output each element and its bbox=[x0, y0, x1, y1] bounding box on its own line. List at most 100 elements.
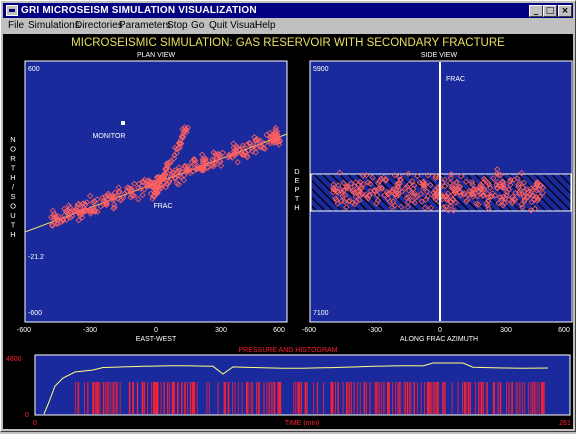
menu-simulations[interactable]: Simulations bbox=[28, 20, 80, 31]
microseism-event bbox=[356, 185, 363, 192]
microseism-event bbox=[363, 172, 370, 179]
microseism-event bbox=[458, 172, 465, 180]
microseism-event bbox=[385, 190, 393, 197]
microseism-event bbox=[409, 197, 416, 204]
microseism-event bbox=[127, 187, 134, 194]
microseism-event bbox=[166, 167, 173, 174]
plan-xtick-3: 300 bbox=[215, 327, 227, 334]
microseism-event bbox=[527, 185, 535, 192]
microseism-event bbox=[510, 195, 518, 203]
microseism-event bbox=[536, 181, 544, 189]
plan-view-title: PLAN VIEW bbox=[137, 52, 176, 59]
app-icon[interactable] bbox=[6, 5, 18, 16]
microseism-event bbox=[395, 190, 402, 197]
microseism-event bbox=[233, 144, 241, 151]
microseism-event bbox=[153, 174, 161, 181]
microseism-event bbox=[217, 162, 225, 169]
microseism-event bbox=[523, 186, 530, 193]
microseism-event bbox=[518, 201, 525, 208]
microseism-event bbox=[373, 191, 381, 199]
side-xtick-2: 0 bbox=[438, 327, 442, 334]
microseism-event bbox=[336, 169, 343, 176]
microseism-event bbox=[530, 192, 537, 200]
microseism-event bbox=[197, 164, 205, 171]
microseism-event bbox=[181, 172, 188, 179]
microseism-event bbox=[144, 178, 151, 185]
close-button[interactable]: × bbox=[558, 5, 572, 17]
menu-go[interactable]: Go bbox=[191, 20, 205, 31]
microseism-event bbox=[121, 190, 129, 197]
menu-quit-visual[interactable]: Quit Visual bbox=[209, 20, 258, 31]
menu-parameters[interactable]: Parameters bbox=[119, 20, 171, 31]
microseism-event bbox=[67, 208, 75, 216]
side-xtick-0: -600 bbox=[302, 327, 316, 334]
microseism-event bbox=[405, 170, 412, 177]
microseism-event bbox=[395, 180, 402, 187]
menu-help[interactable]: Help bbox=[255, 20, 276, 31]
microseism-event bbox=[65, 213, 72, 220]
microseism-event bbox=[239, 151, 246, 158]
microseism-event bbox=[501, 184, 508, 191]
menu-directories[interactable]: Directories bbox=[75, 20, 123, 31]
microseism-event bbox=[174, 168, 181, 175]
microseism-event bbox=[173, 146, 180, 153]
microseism-event bbox=[187, 163, 195, 170]
microseism-event bbox=[442, 203, 450, 210]
microseism-event bbox=[116, 188, 123, 195]
microseism-event bbox=[166, 177, 173, 185]
microseism-event bbox=[539, 189, 546, 197]
microseism-event bbox=[360, 180, 367, 188]
microseism-event bbox=[212, 150, 219, 158]
microseism-event bbox=[490, 174, 497, 182]
microseism-event bbox=[452, 199, 459, 206]
microseism-event bbox=[468, 179, 476, 186]
microseism-event bbox=[432, 187, 439, 194]
microseism-event bbox=[533, 193, 540, 201]
plan-ylabel: N O R T H / S O U T H bbox=[10, 135, 16, 239]
microseism-event bbox=[446, 179, 454, 187]
plan-xtick-0: -600 bbox=[17, 327, 31, 334]
monitor-well-marker bbox=[121, 121, 125, 125]
microseism-event bbox=[404, 199, 412, 206]
microseism-event bbox=[427, 181, 434, 189]
microseism-event bbox=[433, 190, 440, 197]
microseism-event bbox=[111, 201, 118, 208]
microseism-event bbox=[175, 181, 182, 188]
maximize-button[interactable]: □ bbox=[543, 5, 557, 17]
microseism-event bbox=[267, 129, 274, 136]
microseism-event bbox=[519, 184, 526, 191]
histogram-title: PRESSURE AND HISTOGRAM bbox=[238, 347, 337, 354]
microseism-event bbox=[150, 193, 157, 200]
plan-view-ybot: -600 bbox=[28, 310, 42, 317]
microseism-event bbox=[74, 201, 81, 208]
microseism-event bbox=[139, 179, 147, 186]
microseism-event bbox=[449, 185, 456, 192]
microseism-event bbox=[179, 133, 187, 140]
microseism-event bbox=[131, 180, 138, 187]
side-xtick-1: -300 bbox=[368, 327, 382, 334]
microseism-event bbox=[335, 182, 342, 189]
histogram-xright: 261 bbox=[559, 420, 571, 427]
menu-file[interactable]: File bbox=[8, 20, 25, 31]
microseism-event bbox=[362, 191, 370, 198]
microseism-event bbox=[170, 155, 178, 162]
microseism-event bbox=[330, 184, 337, 191]
microseism-event bbox=[503, 188, 511, 196]
microseism-event bbox=[493, 170, 500, 177]
microseism-event bbox=[411, 199, 418, 206]
microseism-event bbox=[246, 139, 253, 147]
microseism-event bbox=[414, 192, 421, 200]
pressure-curve bbox=[43, 362, 549, 415]
microseism-event bbox=[124, 184, 131, 191]
microseism-event bbox=[49, 222, 56, 230]
side-view-points bbox=[330, 166, 547, 214]
minimize-button[interactable]: _ bbox=[529, 5, 543, 17]
microseism-event bbox=[190, 155, 198, 163]
menu-stop[interactable]: Stop bbox=[167, 20, 188, 31]
microseism-event bbox=[518, 169, 525, 177]
microseism-event bbox=[469, 190, 476, 197]
microseism-event bbox=[445, 207, 452, 214]
microseism-event bbox=[61, 212, 68, 219]
title-bar[interactable]: GRI MICROSEISM SIMULATION VISUALIZATION … bbox=[3, 3, 573, 18]
microseism-event bbox=[200, 160, 208, 167]
